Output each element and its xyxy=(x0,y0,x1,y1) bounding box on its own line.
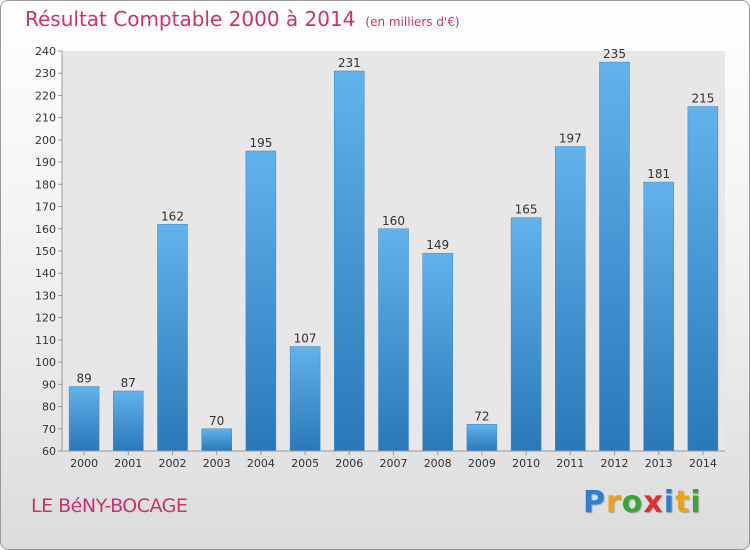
bar-2013 xyxy=(643,181,674,452)
data-label: 235 xyxy=(603,47,626,61)
bar-2000 xyxy=(68,386,100,452)
y-tick-label: 220 xyxy=(35,89,56,102)
data-label: 107 xyxy=(294,332,317,346)
data-label: 195 xyxy=(249,136,272,150)
data-label: 181 xyxy=(647,167,670,181)
data-label: 165 xyxy=(515,203,538,217)
y-tick-label: 200 xyxy=(35,134,56,147)
x-tick-label: 2006 xyxy=(335,457,363,470)
x-tick-label: 2011 xyxy=(556,457,584,470)
y-tick-label: 110 xyxy=(35,334,56,347)
y-tick-label: 80 xyxy=(42,401,56,414)
y-tick-label: 230 xyxy=(35,67,56,80)
x-tick-label: 2014 xyxy=(689,457,717,470)
bar-2001 xyxy=(113,390,144,452)
bar-2010 xyxy=(510,217,542,452)
y-tick-label: 60 xyxy=(42,445,56,458)
bar-2008 xyxy=(422,252,453,452)
data-label: 149 xyxy=(426,238,449,252)
logo-letter: r xyxy=(606,485,622,520)
y-tick-label: 210 xyxy=(35,112,56,125)
y-tick-label: 100 xyxy=(35,356,56,369)
y-tick-label: 240 xyxy=(35,45,56,58)
x-tick-label: 2010 xyxy=(512,457,540,470)
bar-2004 xyxy=(245,150,277,452)
data-label: 231 xyxy=(338,56,361,70)
bar-2005 xyxy=(289,346,321,452)
data-label: 197 xyxy=(559,132,582,146)
x-tick-label: 2001 xyxy=(114,457,142,470)
y-tick-label: 140 xyxy=(35,267,56,280)
x-tick-label: 2005 xyxy=(291,457,319,470)
data-label: 70 xyxy=(209,414,224,428)
logo-letter: o xyxy=(621,485,644,520)
chart-subtitle: (en milliers d'€) xyxy=(365,15,460,29)
bar-2006 xyxy=(334,70,365,452)
x-tick-label: 2007 xyxy=(380,457,408,470)
logo-letter: i xyxy=(690,485,702,520)
logo-letter: i xyxy=(663,485,676,520)
data-label: 160 xyxy=(382,214,405,228)
x-tick-label: 2002 xyxy=(159,457,187,470)
y-tick-label: 70 xyxy=(42,423,56,436)
bar-2007 xyxy=(378,228,409,452)
chart-title: Résultat Comptable 2000 à 2014 (en millie… xyxy=(25,7,460,31)
y-tick-label: 150 xyxy=(35,245,56,258)
x-axis: 2000 2001 2002 2003 2004 2005 2006 2007 2008 2009… xyxy=(62,450,725,470)
y-tick-label: 90 xyxy=(42,378,56,391)
y-tick-label: 160 xyxy=(35,223,56,236)
y-tick-label: 180 xyxy=(35,178,56,191)
x-tick-label: 2009 xyxy=(468,457,496,470)
bar-2003 xyxy=(201,428,232,452)
y-axis: 60 70 80 90 100 110 120 130 140 150 160 170 180 190 20… xyxy=(35,45,63,458)
bar-2011 xyxy=(555,146,586,452)
y-tick-label: 130 xyxy=(35,289,56,302)
commune-name: LE BéNY-BOCAGE xyxy=(31,495,188,517)
bar-2012 xyxy=(599,61,630,452)
x-tick-label: 2003 xyxy=(203,457,231,470)
x-tick-label: 2013 xyxy=(645,457,673,470)
bar-2014 xyxy=(687,106,719,452)
data-label: 89 xyxy=(76,372,91,386)
y-tick-label: 120 xyxy=(35,312,56,325)
bar-2002 xyxy=(157,224,188,452)
data-label: 87 xyxy=(121,376,136,390)
data-label: 162 xyxy=(161,209,184,223)
x-tick-label: 2008 xyxy=(424,457,452,470)
chart-title-text: Résultat Comptable 2000 à 2014 xyxy=(25,7,356,31)
logo-letter: x xyxy=(643,485,664,520)
x-tick-label: 2012 xyxy=(601,457,629,470)
data-label: 215 xyxy=(691,92,714,106)
y-tick-label: 190 xyxy=(35,156,56,169)
logo-letter: P xyxy=(583,485,606,520)
bars: 89 87 162 70 195 107 231 160 149 72 165 197 235 181 21… xyxy=(68,47,719,452)
data-label: 72 xyxy=(474,409,489,423)
bar-2009 xyxy=(466,424,498,452)
x-tick-label: 2004 xyxy=(247,457,275,470)
proxiti-logo[interactable]: Proxiti xyxy=(583,485,702,520)
x-tick-label: 2000 xyxy=(70,457,98,470)
y-tick-label: 170 xyxy=(35,201,56,214)
logo-letter: t xyxy=(675,485,691,520)
